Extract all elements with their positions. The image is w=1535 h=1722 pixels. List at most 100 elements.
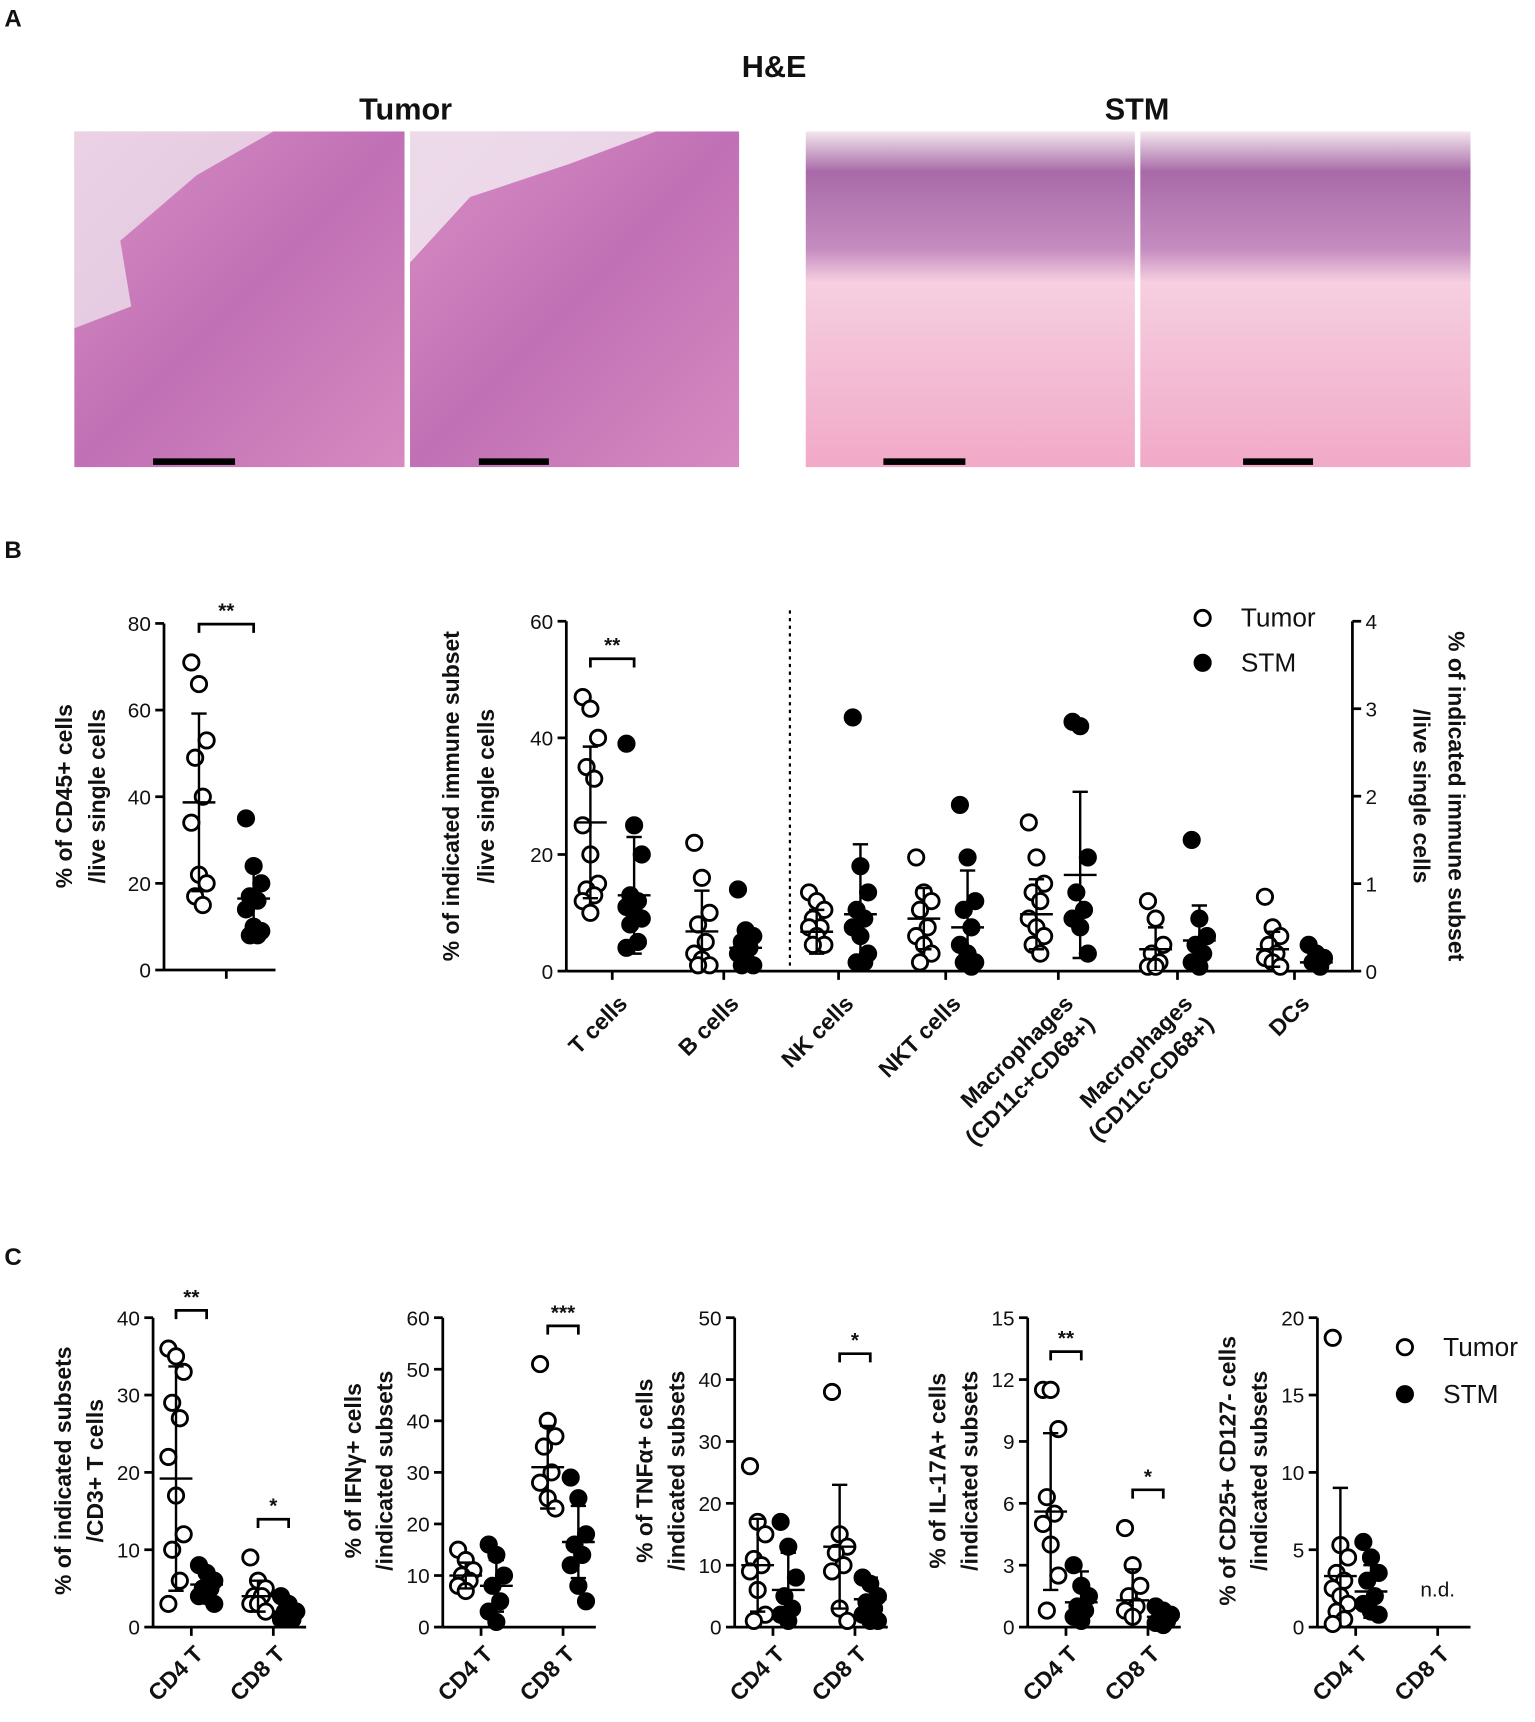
data-point xyxy=(1037,1601,1056,1620)
data-point xyxy=(838,1611,857,1630)
data-point xyxy=(163,1540,182,1559)
y-tick-label: 60 xyxy=(530,611,553,634)
mean-sd xyxy=(1354,1564,1388,1620)
data-point xyxy=(1031,892,1050,911)
data-point xyxy=(569,1576,588,1595)
data-point xyxy=(910,953,930,972)
y-tick-label: 20 xyxy=(530,844,553,867)
data-point xyxy=(692,868,711,887)
y-axis-label: % of IFNγ+ cells xyxy=(340,1383,366,1558)
data-point xyxy=(1033,1514,1053,1534)
mean-sd xyxy=(241,1579,275,1613)
data-point xyxy=(581,903,600,922)
data-point xyxy=(236,809,256,828)
data-point xyxy=(252,874,271,893)
significance-label: * xyxy=(1144,1465,1153,1488)
significance-bracket xyxy=(838,1352,872,1363)
y2-axis-label: % of indicated immune subset xyxy=(1444,631,1470,961)
data-point xyxy=(1078,848,1097,867)
legend-label: STM xyxy=(1241,648,1296,678)
data-point xyxy=(1255,887,1275,906)
data-point xyxy=(1182,830,1201,849)
data-point xyxy=(588,728,608,747)
mean-sd xyxy=(1182,904,1216,972)
data-point xyxy=(822,1562,842,1581)
data-point xyxy=(241,1548,260,1567)
y-tick-label: 0 xyxy=(1003,1617,1015,1640)
data-point xyxy=(189,675,209,694)
y-axis-label: % of CD45+ cells xyxy=(51,704,77,888)
y-tick-label: 10 xyxy=(698,1555,721,1578)
data-point xyxy=(954,900,973,919)
x-tick-label: CD8 T xyxy=(806,1641,871,1706)
y-tick-label: 10 xyxy=(1281,1462,1304,1485)
data-point xyxy=(855,953,874,972)
data-point xyxy=(689,915,708,934)
x-tick-label: CD4 T xyxy=(724,1641,789,1706)
group-title: Tumor xyxy=(359,92,452,126)
data-point xyxy=(621,915,640,934)
significance-bracket xyxy=(256,1517,290,1528)
data-point xyxy=(1019,813,1038,832)
mean-sd xyxy=(844,843,877,972)
y-tick-label: 40 xyxy=(128,786,151,809)
x-tick-label: CD8 T xyxy=(1389,1641,1454,1706)
significance-label: * xyxy=(269,1495,278,1518)
scale-bar xyxy=(478,458,549,465)
data-point xyxy=(159,1447,178,1466)
mean-sd xyxy=(1116,1568,1150,1628)
y-tick-label: 0 xyxy=(542,961,554,984)
mean-sd xyxy=(685,889,719,972)
y-axis-label: /live single cells xyxy=(84,709,110,884)
data-point xyxy=(962,957,981,976)
mean-sd xyxy=(1146,1609,1180,1625)
y-axis-label: /CD3+ T cells xyxy=(82,1399,108,1542)
data-point xyxy=(487,1612,506,1632)
mean-sd xyxy=(1256,930,1290,968)
x-tick-label: B cells xyxy=(673,990,744,1061)
x-tick-label: CD8 T xyxy=(514,1641,579,1706)
data-point xyxy=(1361,1548,1381,1567)
y-tick-label: 0 xyxy=(128,1617,140,1640)
panel-label: B xyxy=(4,537,21,564)
y-axis-label: % of TNFα+ cells xyxy=(632,1379,658,1563)
y-tick-label: 40 xyxy=(530,728,553,751)
y-axis-label: % of indicated immune subset xyxy=(438,631,464,961)
data-point xyxy=(569,1489,588,1508)
x-tick-label: CD4 T xyxy=(143,1641,208,1706)
data-point xyxy=(1115,1519,1135,1538)
mean-sd xyxy=(1063,790,1097,960)
y-tick-label: 50 xyxy=(407,1359,430,1382)
data-point xyxy=(786,1568,806,1587)
data-point xyxy=(728,880,748,899)
y-tick-label: 0 xyxy=(418,1617,430,1640)
y2-tick-label: 4 xyxy=(1366,611,1378,634)
data-point xyxy=(193,895,212,915)
annotation: n.d. xyxy=(1420,1578,1455,1601)
y-tick-label: 0 xyxy=(139,960,151,983)
mean-sd xyxy=(617,835,651,955)
data-point xyxy=(581,699,600,718)
y-tick-label: 5 xyxy=(1293,1539,1305,1562)
data-point xyxy=(1138,892,1158,911)
y-tick-label: 20 xyxy=(698,1493,721,1516)
x-tick-label: NKT cells xyxy=(873,990,965,1082)
mean-sd xyxy=(159,1365,193,1592)
significance-bracket xyxy=(174,1308,209,1320)
data-point xyxy=(1037,1488,1056,1507)
y-tick-label: 30 xyxy=(407,1462,430,1485)
significance-label: *** xyxy=(551,1301,576,1324)
histology-images xyxy=(74,131,1471,468)
image xyxy=(805,131,1135,468)
y-axis-label: /indicated subsets xyxy=(663,1371,689,1571)
data-point xyxy=(585,769,604,788)
legend-label: Tumor xyxy=(1241,603,1316,633)
y-axis-label: % of IL-17A+ cells xyxy=(925,1373,951,1569)
legend-marker xyxy=(1395,1385,1414,1404)
y-axis-label: /indicated subsets xyxy=(956,1371,982,1571)
data-point xyxy=(1338,1548,1358,1567)
significance-label: ** xyxy=(218,600,235,623)
data-point xyxy=(163,1393,182,1412)
data-point xyxy=(625,816,644,835)
